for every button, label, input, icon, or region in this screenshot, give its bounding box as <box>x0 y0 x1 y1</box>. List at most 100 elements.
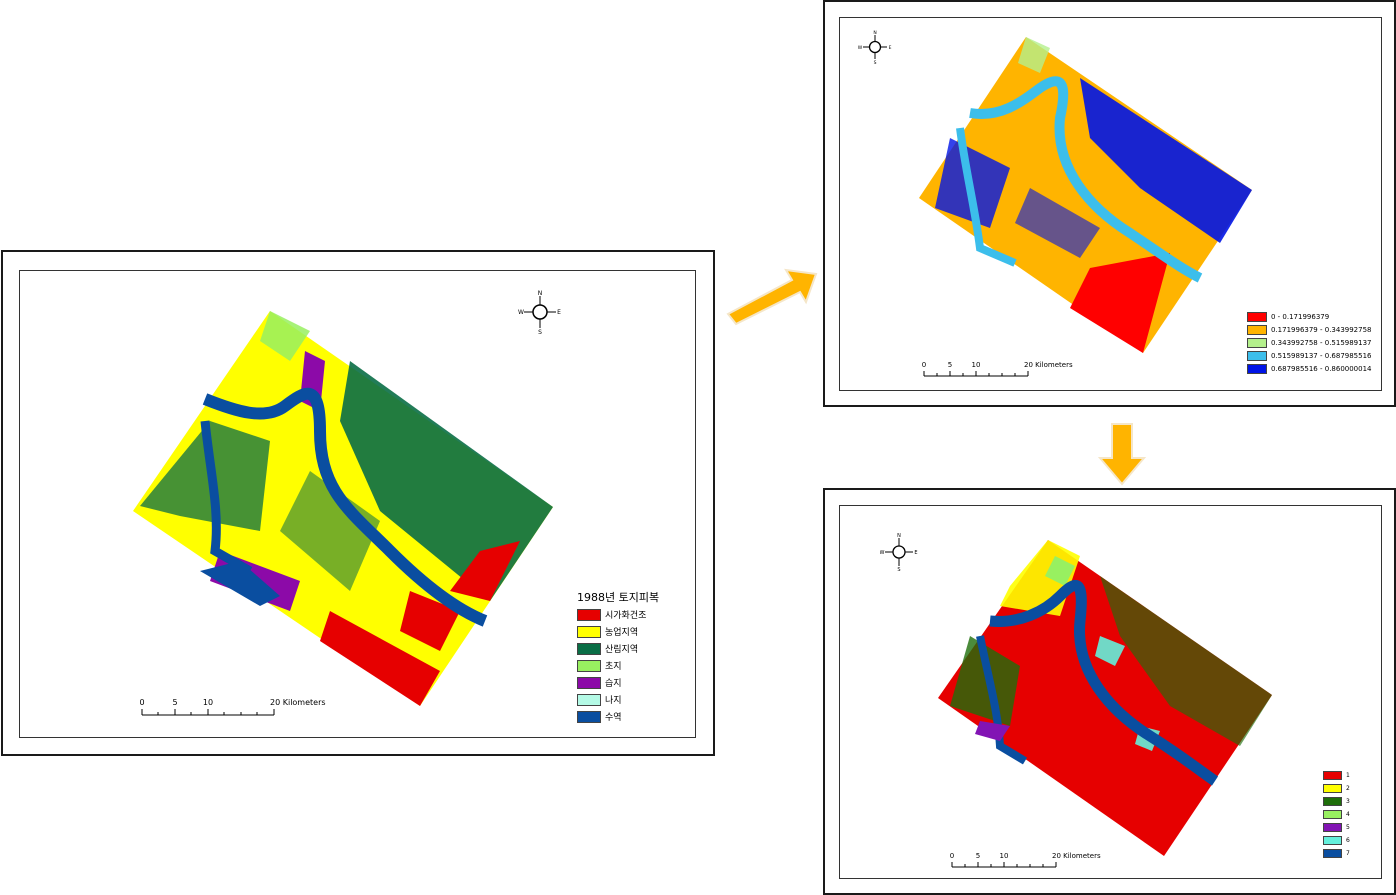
legend-swatch <box>1247 325 1267 335</box>
legend-swatch <box>1247 338 1267 348</box>
left-land-cover-map <box>133 311 553 706</box>
legend-label: 시가화건조 <box>605 611 647 621</box>
legend-label: 0.343992758 - 0.515989137 <box>1271 339 1372 347</box>
legend-label: 초지 <box>605 662 622 672</box>
legend-label: 산림지역 <box>605 645 639 655</box>
legend-label: 0.687985516 - 0.860000014 <box>1271 365 1372 373</box>
legend-item: 5 <box>1323 823 1350 832</box>
legend-item: 3 <box>1323 797 1350 806</box>
left-scale-bar: 0 5 10 20 Kilometers <box>139 698 326 716</box>
class4-north <box>1045 556 1075 586</box>
legend-swatch <box>577 710 601 723</box>
top-right-map-raster <box>919 37 1252 353</box>
legend-swatch <box>1323 810 1342 819</box>
top-right-scale-bar: 0 5 10 20 Kilometers <box>922 361 1073 377</box>
urban-south <box>320 611 440 706</box>
svg-text:N: N <box>897 533 901 539</box>
svg-text:20 Kilometers: 20 Kilometers <box>1052 852 1101 860</box>
compass-s: S <box>538 329 542 334</box>
compass-n: N <box>538 290 543 297</box>
svg-text:5: 5 <box>948 361 952 369</box>
legend-swatch <box>577 693 601 706</box>
legend-label: 0 - 0.171996379 <box>1271 313 1330 321</box>
svg-text:0: 0 <box>922 361 926 369</box>
legend-swatch <box>1323 797 1342 806</box>
class-high-center <box>1015 188 1100 258</box>
top-right-map-frame: N S E W 0 5 10 20 Kilometers 0 - 0.17199… <box>839 17 1382 391</box>
legend-label: 습지 <box>605 679 622 689</box>
scale-tick-10: 10 <box>203 698 213 707</box>
compass-w: W <box>518 309 524 316</box>
top-right-compass-icon: N S E W <box>858 30 892 64</box>
legend-label: 3 <box>1346 798 1350 805</box>
bottom-right-classified-map <box>938 540 1272 856</box>
left-map-panel: N S E W 0 5 10 20 Kilometers 1988년 토지피복 … <box>1 250 715 756</box>
svg-text:0: 0 <box>950 852 954 860</box>
legend-swatch <box>1247 351 1267 361</box>
legend-item: 0.515989137 - 0.687985516 <box>1247 351 1372 361</box>
bottom-right-compass-icon: N S E W <box>880 533 918 571</box>
svg-text:20 Kilometers: 20 Kilometers <box>1024 361 1073 369</box>
legend-item: 0.343992758 - 0.515989137 <box>1247 338 1372 348</box>
left-map-frame: N S E W 0 5 10 20 Kilometers 1988년 토지피복 … <box>19 270 696 738</box>
legend-item: 초지 <box>577 659 659 672</box>
bottom-right-legend: 1 2 3 4 5 6 7 <box>1323 771 1350 862</box>
legend-item: 습지 <box>577 676 659 689</box>
svg-text:E: E <box>889 45 892 51</box>
legend-label: 4 <box>1346 811 1350 818</box>
scale-end-label: 20 Kilometers <box>270 698 326 707</box>
forest-east <box>340 361 553 601</box>
legend-item: 0.171996379 - 0.343992758 <box>1247 325 1372 335</box>
class-high-east <box>1080 78 1252 243</box>
legend-item: 7 <box>1323 849 1350 858</box>
urban-se <box>400 591 460 651</box>
bottom-right-map-frame: N S E W 0 5 10 20 Kilometers 1 2 3 4 5 6 7 <box>839 505 1382 879</box>
legend-item: 나지 <box>577 693 659 706</box>
legend-swatch <box>1323 823 1342 832</box>
grass-north <box>260 311 310 361</box>
top-right-map-panel: N S E W 0 5 10 20 Kilometers 0 - 0.17199… <box>823 0 1396 407</box>
left-map-raster <box>133 311 553 706</box>
class6-patch <box>1095 636 1125 666</box>
legend-label: 2 <box>1346 785 1350 792</box>
scale-tick-0: 0 <box>139 698 144 707</box>
svg-text:10: 10 <box>1000 852 1009 860</box>
water-body-west <box>200 561 280 606</box>
legend-item: 4 <box>1323 810 1350 819</box>
class-low-south <box>1070 253 1170 353</box>
legend-label: 나지 <box>605 696 622 706</box>
right-arrow-icon <box>726 268 818 326</box>
legend-label: 1 <box>1346 772 1350 779</box>
legend-item: 0.687985516 - 0.860000014 <box>1247 364 1372 374</box>
svg-text:5: 5 <box>976 852 980 860</box>
legend-swatch <box>577 676 601 689</box>
bottom-right-map-panel: N S E W 0 5 10 20 Kilometers 1 2 3 4 5 6 7 <box>823 488 1396 895</box>
legend-swatch <box>577 659 601 672</box>
down-arrow-icon <box>1098 423 1147 486</box>
top-right-legend: 0 - 0.171996379 0.171996379 - 0.343992758… <box>1247 312 1372 377</box>
forest-west <box>140 421 270 531</box>
legend-swatch <box>1323 836 1342 845</box>
legend-swatch <box>1323 849 1342 858</box>
river-main <box>202 387 488 627</box>
svg-text:10: 10 <box>972 361 981 369</box>
svg-text:S: S <box>874 60 877 64</box>
legend-item: 수역 <box>577 710 659 723</box>
class7-river <box>989 579 1219 786</box>
bottom-right-scale-bar: 0 5 10 20 Kilometers <box>950 852 1101 868</box>
legend-label: 6 <box>1346 837 1350 844</box>
top-right-index-map <box>919 37 1252 353</box>
svg-text:W: W <box>880 550 885 556</box>
urban-east <box>450 541 520 601</box>
legend-item: 6 <box>1323 836 1350 845</box>
legend-label: 0.171996379 - 0.343992758 <box>1271 326 1372 334</box>
legend-item: 산림지역 <box>577 642 659 655</box>
legend-swatch <box>1323 784 1342 793</box>
legend-label: 5 <box>1346 824 1350 831</box>
left-compass-icon: N S E W <box>518 290 561 334</box>
class-mid-north <box>1018 37 1050 73</box>
legend-swatch <box>577 625 601 638</box>
legend-item: 2 <box>1323 784 1350 793</box>
water-west <box>956 127 1017 267</box>
class5-patch <box>975 721 1010 741</box>
